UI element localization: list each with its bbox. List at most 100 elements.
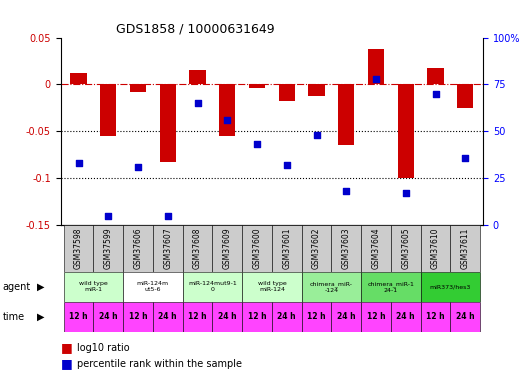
Bar (159, 84, 176, 162)
Bar (153, 225, 183, 272)
Bar (93, 302, 123, 332)
Bar (308, 84, 325, 96)
Bar (421, 272, 480, 302)
Bar (450, 225, 480, 272)
Text: 24 h: 24 h (456, 312, 475, 321)
Bar (332, 302, 361, 332)
Text: GSM37606: GSM37606 (134, 227, 143, 269)
Point (74, 160, 83, 166)
Text: chimera_miR-1
24-1: chimera_miR-1 24-1 (367, 281, 414, 292)
Bar (272, 225, 301, 272)
Point (313, 132, 321, 138)
Text: 24 h: 24 h (397, 312, 415, 321)
Point (223, 117, 231, 123)
Bar (301, 302, 332, 332)
Text: ■: ■ (61, 357, 72, 370)
Text: 12 h: 12 h (426, 312, 445, 321)
Bar (123, 302, 153, 332)
Bar (130, 84, 146, 92)
Text: GSM37601: GSM37601 (282, 227, 291, 269)
Text: 12 h: 12 h (188, 312, 207, 321)
Point (253, 141, 261, 147)
Text: GSM37604: GSM37604 (372, 227, 381, 269)
Bar (190, 70, 206, 84)
Bar (242, 302, 272, 332)
Bar (100, 84, 117, 136)
Text: GSM37607: GSM37607 (163, 227, 172, 269)
Text: GSM37600: GSM37600 (252, 227, 261, 269)
Bar (368, 49, 384, 84)
Text: 24 h: 24 h (337, 312, 355, 321)
Bar (153, 302, 183, 332)
Text: GSM37605: GSM37605 (401, 227, 410, 269)
Bar (391, 302, 421, 332)
Text: ▶: ▶ (37, 312, 44, 322)
Point (282, 162, 291, 168)
Bar (242, 225, 272, 272)
Text: 12 h: 12 h (248, 312, 266, 321)
Bar (279, 84, 295, 101)
Bar (427, 68, 444, 84)
Text: 24 h: 24 h (278, 312, 296, 321)
Bar (249, 84, 265, 88)
Bar (361, 225, 391, 272)
Point (193, 100, 202, 106)
Point (342, 188, 351, 194)
Text: GSM37608: GSM37608 (193, 227, 202, 269)
Bar (93, 225, 123, 272)
Text: ■: ■ (61, 342, 72, 354)
Text: 24 h: 24 h (99, 312, 118, 321)
Bar (301, 225, 332, 272)
Bar (212, 302, 242, 332)
Bar (64, 272, 123, 302)
Bar (361, 272, 421, 302)
Text: time: time (3, 312, 25, 322)
Bar (457, 84, 474, 108)
Text: wild type
miR-124: wild type miR-124 (258, 282, 286, 292)
Text: 12 h: 12 h (129, 312, 147, 321)
Text: 12 h: 12 h (69, 312, 88, 321)
Point (372, 76, 380, 82)
Text: miR-124m
ut5-6: miR-124m ut5-6 (137, 282, 169, 292)
Bar (301, 272, 361, 302)
Text: GSM37599: GSM37599 (104, 227, 113, 269)
Text: 12 h: 12 h (307, 312, 326, 321)
Text: 24 h: 24 h (218, 312, 237, 321)
Point (134, 164, 142, 170)
Bar (64, 225, 93, 272)
Bar (123, 225, 153, 272)
Bar (398, 84, 414, 178)
Bar (242, 272, 301, 302)
Bar (123, 272, 183, 302)
Bar (361, 302, 391, 332)
Bar (338, 84, 354, 146)
Bar (391, 225, 421, 272)
Text: log10 ratio: log10 ratio (77, 343, 129, 353)
Text: ▶: ▶ (37, 282, 44, 292)
Bar (183, 272, 242, 302)
Bar (183, 225, 212, 272)
Bar (64, 302, 93, 332)
Bar (421, 225, 450, 272)
Bar (450, 302, 480, 332)
Text: GSM37602: GSM37602 (312, 227, 321, 269)
Text: GSM37609: GSM37609 (223, 227, 232, 269)
Text: GSM37610: GSM37610 (431, 227, 440, 269)
Bar (212, 225, 242, 272)
Bar (272, 302, 301, 332)
Bar (332, 225, 361, 272)
Text: miR-124mut9-1
0: miR-124mut9-1 0 (188, 282, 237, 292)
Text: GSM37611: GSM37611 (461, 227, 470, 269)
Point (402, 190, 410, 196)
Text: percentile rank within the sample: percentile rank within the sample (77, 359, 242, 369)
Text: chimera_miR-
-124: chimera_miR- -124 (310, 281, 353, 292)
Point (104, 213, 112, 219)
Point (164, 213, 172, 219)
Bar (219, 84, 235, 136)
Text: 24 h: 24 h (158, 312, 177, 321)
Bar (70, 73, 87, 84)
Text: GDS1858 / 10000631649: GDS1858 / 10000631649 (116, 22, 275, 36)
Text: GSM37598: GSM37598 (74, 227, 83, 269)
Bar (183, 302, 212, 332)
Text: GSM37603: GSM37603 (342, 227, 351, 269)
